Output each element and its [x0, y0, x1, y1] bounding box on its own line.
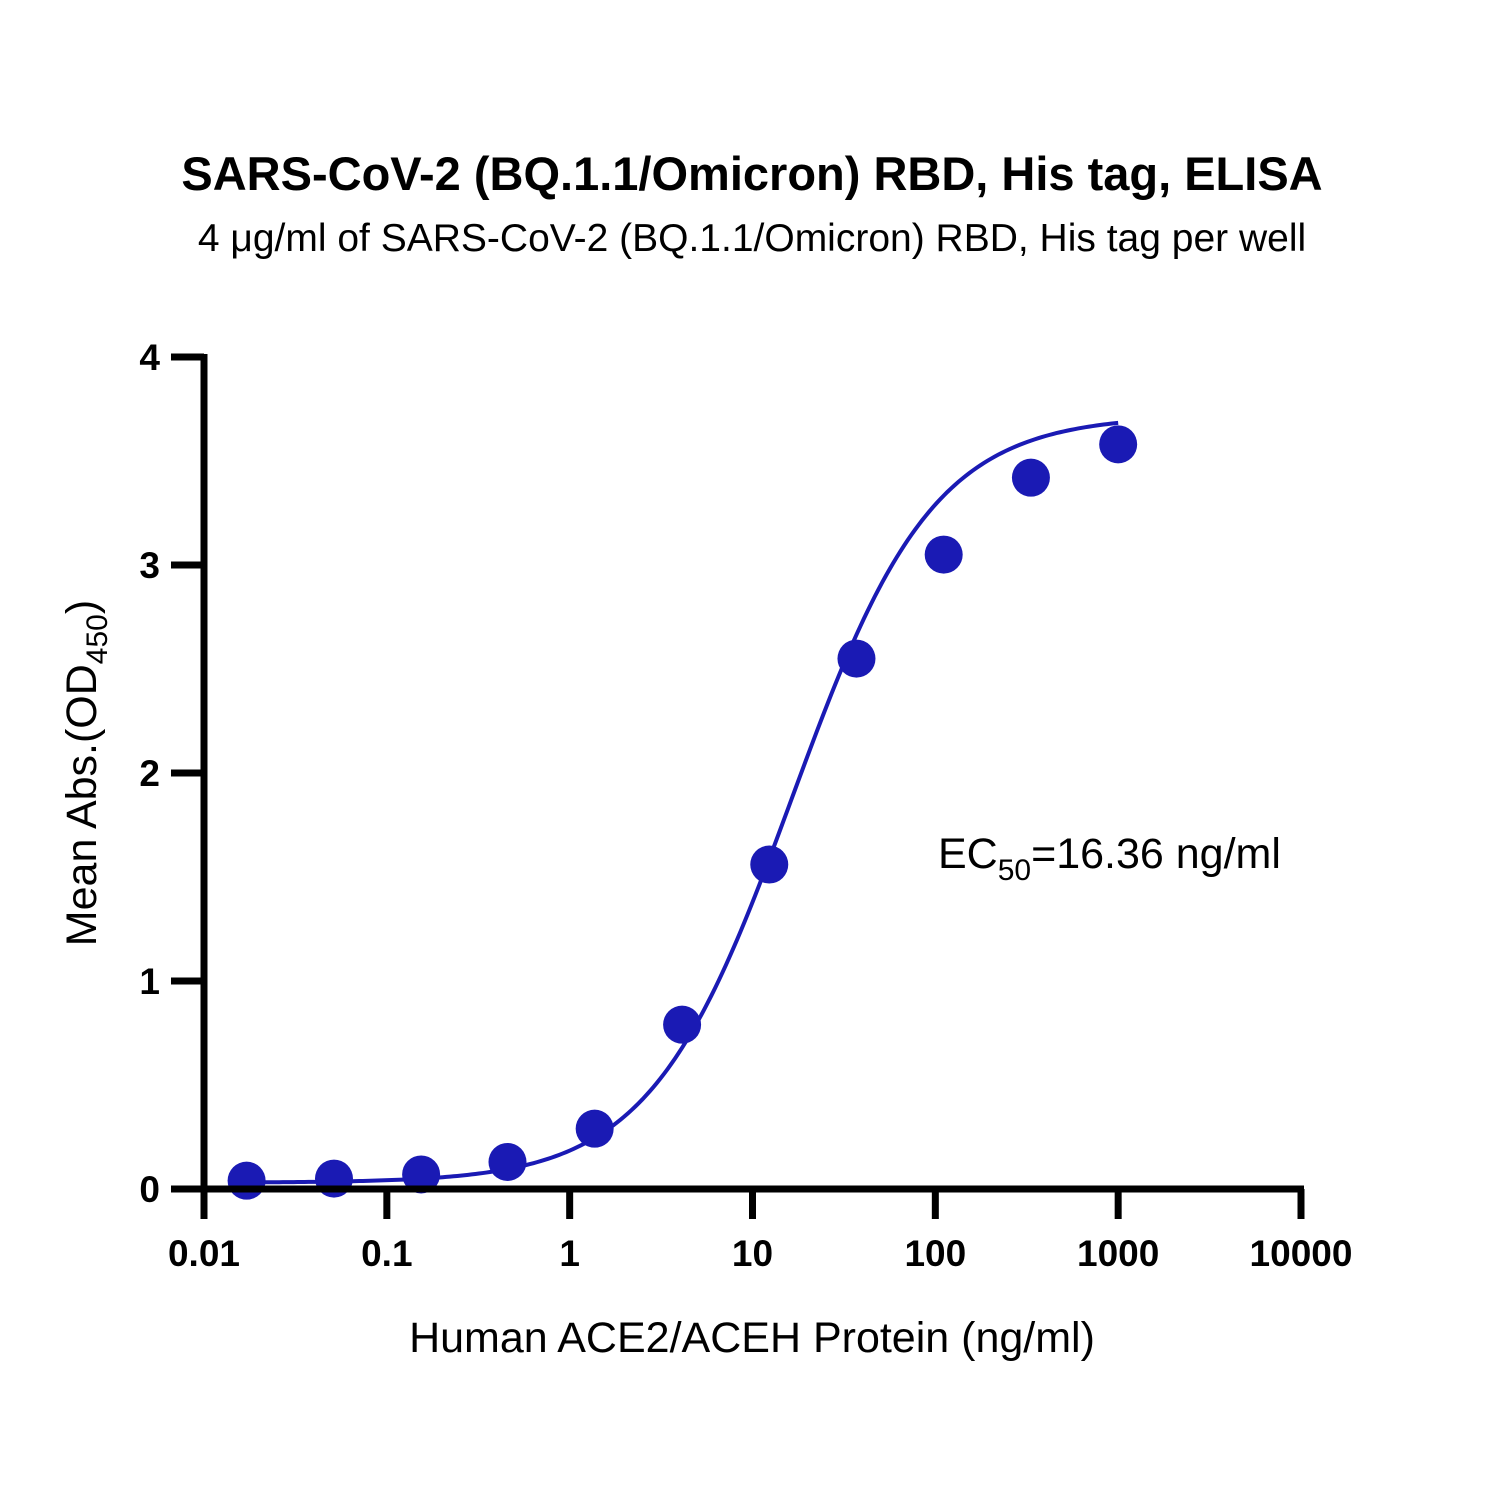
data-point: [227, 1161, 266, 1200]
y-tick-label: 1: [139, 961, 160, 1002]
x-axis-label: Human ACE2/ACEH Protein (ng/ml): [409, 1314, 1095, 1362]
y-ticks: 0 1 2 3 4: [139, 337, 204, 1210]
x-tick-label: 1: [559, 1233, 580, 1274]
y-axis-label: Mean Abs.(OD450): [58, 600, 114, 946]
x-tick-label: 0.01: [168, 1233, 240, 1274]
data-point: [402, 1155, 441, 1194]
y-tick-label: 3: [139, 545, 160, 586]
y-axis-label-close: ): [58, 600, 106, 614]
fit-curve: [246, 420, 1119, 1185]
ec50-annotation-sub: 50: [998, 854, 1031, 887]
data-point: [1099, 425, 1138, 464]
y-tick-label: 4: [139, 337, 160, 378]
data-point: [488, 1142, 527, 1181]
plot-area: [227, 420, 1138, 1200]
data-points: [227, 425, 1138, 1200]
chart-title: SARS-CoV-2 (BQ.1.1/Omicron) RBD, His tag…: [181, 147, 1322, 200]
data-point: [837, 639, 876, 678]
x-tick-label: 10: [732, 1233, 773, 1274]
y-axis-label-sub: 450: [81, 614, 114, 664]
ec50-annotation-suffix: =16.36 ng/ml: [1031, 830, 1281, 878]
x-tick-label: 100: [904, 1233, 966, 1274]
x-tick-label: 0.1: [361, 1233, 412, 1274]
x-tick-label: 1000: [1077, 1233, 1159, 1274]
data-point: [924, 535, 963, 574]
data-point: [1011, 458, 1050, 497]
x-ticks: 0.01 0.1 1 10 100 1000 10000: [168, 1189, 1352, 1274]
data-point: [663, 1005, 702, 1044]
axes: 0 1 2 3 4 0.01 0.1 1 10 100 1000 10000: [139, 337, 1352, 1274]
y-tick-label: 2: [139, 753, 160, 794]
chart-subtitle: 4 μg/ml of SARS-CoV-2 (BQ.1.1/Omicron) R…: [198, 217, 1306, 260]
data-point: [750, 845, 789, 884]
ec50-annotation: EC50=16.36 ng/ml: [938, 830, 1281, 887]
ec50-annotation-prefix: EC: [938, 830, 998, 878]
y-axis-label-main: Mean Abs.(OD: [58, 664, 106, 946]
y-tick-label: 0: [139, 1169, 160, 1210]
x-tick-label: 10000: [1250, 1233, 1353, 1274]
data-point: [575, 1109, 614, 1148]
